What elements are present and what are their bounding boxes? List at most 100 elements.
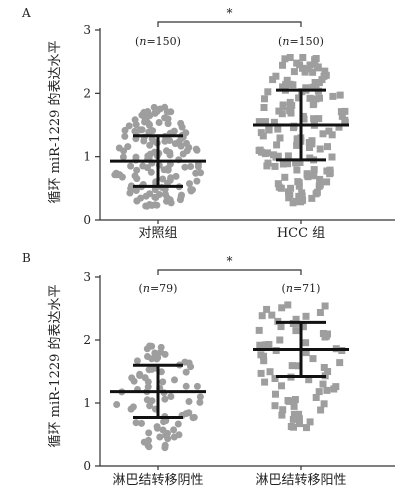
data-point [332, 383, 340, 391]
panel-b-category-negative: 淋巴结转移阴性 [112, 473, 203, 488]
data-point [321, 302, 329, 310]
data-point [291, 396, 299, 403]
data-point [156, 433, 164, 441]
data-point [261, 378, 269, 386]
data-point [338, 112, 346, 120]
data-point [161, 395, 169, 403]
data-point [178, 191, 185, 199]
panel-b-points [113, 301, 346, 452]
data-point [319, 130, 327, 138]
data-point [295, 94, 303, 102]
data-point [319, 380, 327, 388]
data-point [174, 420, 182, 428]
data-point [255, 118, 263, 126]
data-point [303, 424, 310, 432]
data-point [279, 160, 287, 168]
data-point [320, 400, 328, 408]
data-point [292, 198, 300, 205]
data-point [315, 388, 323, 396]
data-point [320, 72, 328, 80]
data-point [171, 376, 178, 384]
data-point [316, 94, 323, 102]
data-point [336, 91, 344, 99]
data-point [268, 311, 276, 319]
data-point [315, 115, 323, 123]
data-point [282, 80, 290, 88]
panel-a-ytick-0: 0 [83, 213, 91, 227]
data-point [182, 368, 190, 376]
data-point [308, 194, 316, 202]
data-point [175, 431, 183, 439]
panel-a: A 循环 miR-1229 的表达水平 0 1 2 3 * (n=150) (n… [21, 6, 395, 241]
data-point [326, 166, 334, 174]
data-point [316, 175, 324, 183]
data-point [132, 187, 140, 194]
data-point [127, 162, 135, 170]
data-point [290, 68, 298, 76]
data-point [304, 65, 312, 73]
data-point [161, 137, 169, 145]
data-point [186, 180, 193, 188]
panel-b-ytick-1: 1 [83, 396, 91, 410]
panel-b-y-axis-label: 循环 miR-1229 的表达水平 [47, 284, 63, 447]
data-point [187, 163, 195, 170]
data-point [306, 418, 314, 426]
data-point [271, 402, 279, 410]
data-point [279, 406, 287, 414]
data-point [119, 153, 127, 161]
data-point [196, 393, 204, 401]
data-point [138, 419, 145, 427]
data-point [271, 375, 279, 382]
panel-b-y-ticks: 0 1 2 3 [83, 270, 91, 473]
data-point [290, 410, 298, 418]
data-point [274, 180, 282, 188]
data-point [279, 101, 287, 109]
data-point [162, 190, 169, 198]
data-point [341, 107, 349, 115]
data-point [316, 179, 324, 187]
data-point [131, 127, 139, 135]
data-point [159, 175, 167, 183]
data-point [321, 67, 329, 75]
data-point [132, 153, 140, 161]
data-point [310, 166, 318, 174]
data-point [341, 116, 349, 124]
data-point [306, 154, 314, 162]
data-point [295, 415, 303, 423]
data-point [299, 196, 307, 204]
data-point [320, 364, 328, 371]
panel-a-label: A [21, 6, 31, 20]
data-point [265, 125, 273, 133]
data-point [295, 410, 303, 418]
data-point [277, 323, 285, 331]
panel-a-ytick-1: 1 [83, 150, 91, 164]
data-point [316, 309, 324, 316]
data-point [294, 362, 302, 370]
data-point [145, 366, 153, 374]
data-point [306, 61, 314, 69]
data-point [293, 59, 301, 67]
data-point [183, 139, 190, 147]
data-point [263, 305, 271, 313]
data-point [145, 429, 153, 437]
data-point [156, 105, 164, 113]
data-point [155, 191, 163, 198]
data-point [145, 436, 152, 444]
data-point [138, 126, 146, 134]
data-point [299, 54, 307, 61]
panel-b-axes [95, 275, 395, 470]
data-point [131, 116, 139, 124]
panel-b-category-positive: 淋巴结转移阳性 [255, 473, 346, 488]
data-point [310, 100, 318, 107]
panel-a-significance-star: * [227, 6, 233, 20]
data-point [311, 60, 319, 68]
data-point [189, 414, 197, 422]
data-point [266, 368, 274, 376]
panel-a-y-ticks: 0 1 2 3 [83, 23, 91, 227]
data-point [293, 166, 301, 174]
data-point [286, 80, 294, 88]
data-point [262, 118, 269, 126]
data-point [286, 192, 294, 199]
data-point [151, 148, 159, 156]
data-point [324, 368, 332, 375]
